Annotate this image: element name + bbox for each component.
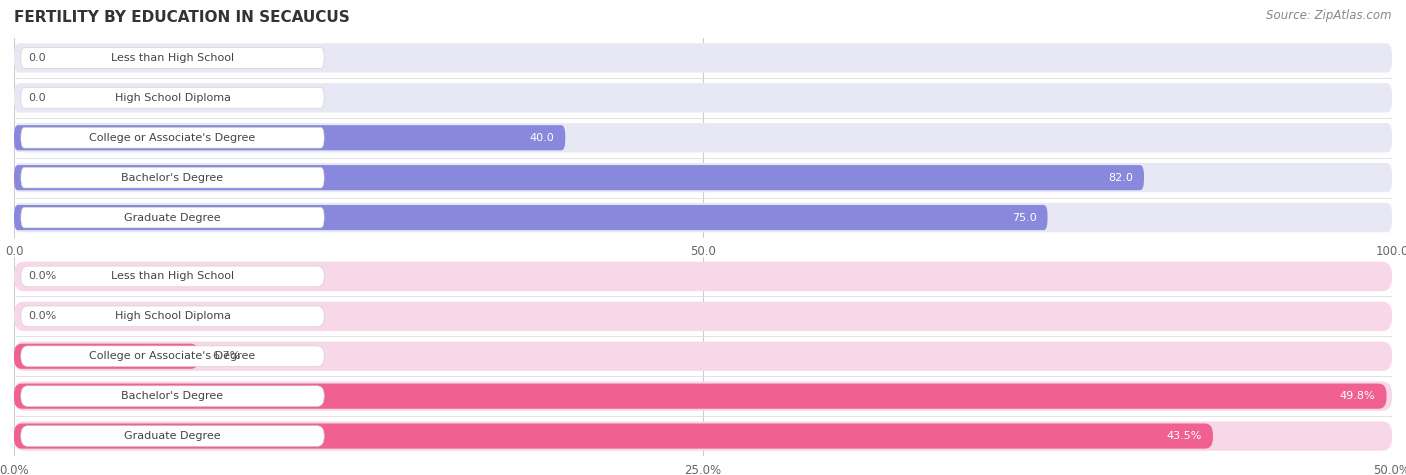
- Text: 0.0%: 0.0%: [28, 311, 56, 322]
- FancyBboxPatch shape: [21, 266, 325, 287]
- Text: Source: ZipAtlas.com: Source: ZipAtlas.com: [1267, 10, 1392, 22]
- Text: 0.0: 0.0: [28, 53, 45, 63]
- FancyBboxPatch shape: [21, 127, 325, 148]
- FancyBboxPatch shape: [21, 87, 325, 108]
- Text: Graduate Degree: Graduate Degree: [124, 431, 221, 441]
- Text: 40.0: 40.0: [530, 133, 554, 143]
- FancyBboxPatch shape: [21, 346, 325, 367]
- Text: College or Associate's Degree: College or Associate's Degree: [90, 133, 256, 143]
- FancyBboxPatch shape: [14, 302, 1392, 331]
- Text: College or Associate's Degree: College or Associate's Degree: [90, 351, 256, 361]
- FancyBboxPatch shape: [21, 386, 325, 407]
- FancyBboxPatch shape: [21, 48, 325, 68]
- FancyBboxPatch shape: [21, 426, 325, 446]
- FancyBboxPatch shape: [21, 306, 325, 327]
- FancyBboxPatch shape: [14, 43, 1392, 73]
- FancyBboxPatch shape: [14, 125, 565, 150]
- FancyBboxPatch shape: [14, 421, 1392, 451]
- Text: FERTILITY BY EDUCATION IN SECAUCUS: FERTILITY BY EDUCATION IN SECAUCUS: [14, 10, 350, 25]
- Text: Graduate Degree: Graduate Degree: [124, 212, 221, 223]
- FancyBboxPatch shape: [14, 262, 1392, 291]
- Text: 43.5%: 43.5%: [1167, 431, 1202, 441]
- FancyBboxPatch shape: [14, 205, 1047, 230]
- FancyBboxPatch shape: [14, 342, 1392, 371]
- Text: 49.8%: 49.8%: [1340, 391, 1375, 401]
- Text: 0.0: 0.0: [28, 93, 45, 103]
- FancyBboxPatch shape: [14, 163, 1392, 192]
- FancyBboxPatch shape: [14, 384, 1386, 408]
- FancyBboxPatch shape: [14, 123, 1392, 152]
- Text: High School Diploma: High School Diploma: [114, 311, 231, 322]
- FancyBboxPatch shape: [14, 203, 1392, 232]
- Text: 82.0: 82.0: [1108, 172, 1133, 183]
- Text: 75.0: 75.0: [1012, 212, 1036, 223]
- Text: Less than High School: Less than High School: [111, 53, 233, 63]
- FancyBboxPatch shape: [21, 167, 325, 188]
- Text: High School Diploma: High School Diploma: [114, 93, 231, 103]
- Text: Less than High School: Less than High School: [111, 271, 233, 282]
- FancyBboxPatch shape: [14, 424, 1213, 448]
- FancyBboxPatch shape: [14, 381, 1392, 411]
- Text: 0.0%: 0.0%: [28, 271, 56, 282]
- Text: Bachelor's Degree: Bachelor's Degree: [121, 391, 224, 401]
- Text: 6.7%: 6.7%: [212, 351, 240, 361]
- FancyBboxPatch shape: [14, 344, 198, 369]
- FancyBboxPatch shape: [14, 83, 1392, 113]
- FancyBboxPatch shape: [14, 165, 1144, 190]
- Text: Bachelor's Degree: Bachelor's Degree: [121, 172, 224, 183]
- FancyBboxPatch shape: [21, 207, 325, 228]
